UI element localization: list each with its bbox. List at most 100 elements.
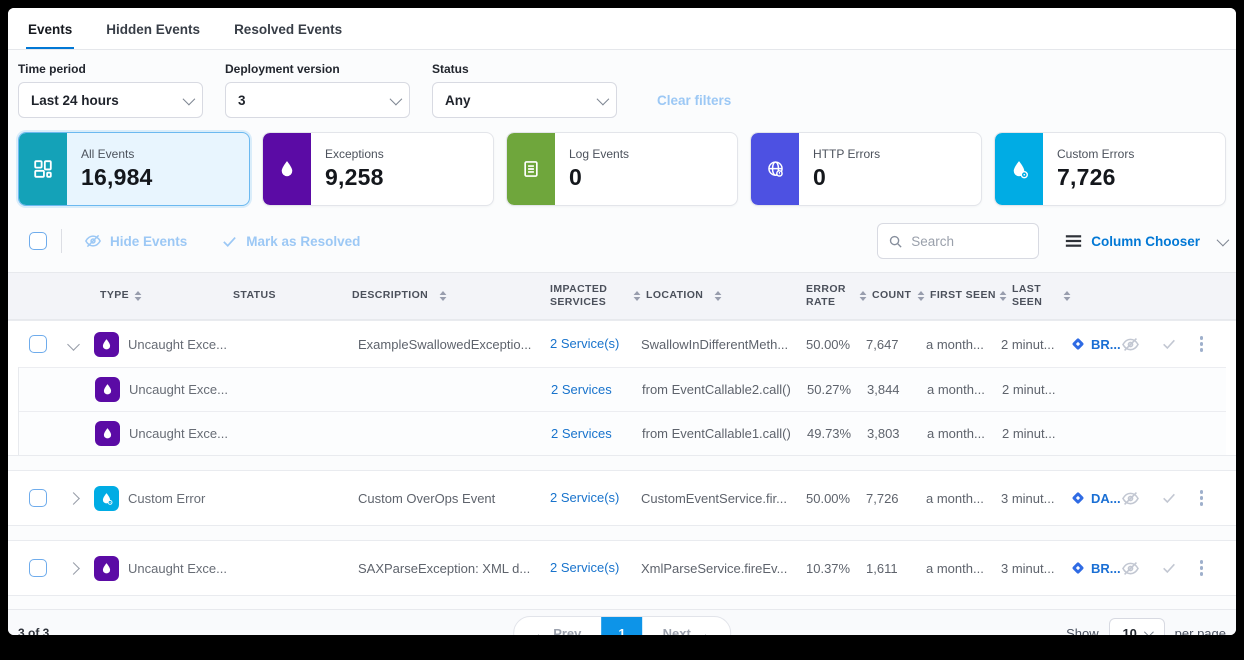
- hide-events-label: Hide Events: [110, 233, 188, 249]
- chevron-down-icon: [389, 92, 403, 105]
- search-input[interactable]: [911, 233, 1022, 249]
- col-first-seen[interactable]: FIRST SEEN: [917, 289, 999, 302]
- row-checkbox[interactable]: [29, 559, 47, 577]
- table-row[interactable]: Custom Error Custom OverOps Event 2 Serv…: [18, 475, 1226, 521]
- row-menu-icon[interactable]: [1198, 488, 1206, 508]
- chevron-down-icon: [182, 92, 196, 105]
- time-period-select[interactable]: Last 24 hours: [18, 82, 203, 118]
- status-label: Status: [432, 62, 469, 76]
- table-subrow[interactable]: Uncaught Exce... 2 Services from EventCa…: [19, 411, 1226, 455]
- event-count: 7,726: [866, 490, 899, 506]
- card-log-events[interactable]: Log Events 0: [506, 132, 738, 206]
- sort-icon[interactable]: [134, 291, 142, 301]
- page-size-select[interactable]: 10: [1108, 618, 1165, 635]
- row-checkbox[interactable]: [29, 335, 47, 353]
- expand-row-button[interactable]: [58, 561, 88, 575]
- impacted-services-link[interactable]: 2 Service(s): [550, 560, 620, 575]
- hide-event-icon[interactable]: [1121, 335, 1140, 354]
- card-value: 0: [569, 164, 582, 190]
- row-range-label: 3 of 3: [18, 626, 50, 635]
- card-exceptions[interactable]: Exceptions 9,258: [262, 132, 494, 206]
- card-all-events[interactable]: All Events 16,984: [18, 132, 250, 206]
- column-chooser-button[interactable]: Column Chooser: [1065, 233, 1230, 249]
- tab-resolved-events[interactable]: Resolved Events: [234, 22, 343, 37]
- resolve-event-icon[interactable]: [1161, 336, 1177, 352]
- clear-filters-button[interactable]: Clear filters: [657, 93, 732, 108]
- event-group: Uncaught Exce... SAXParseException: XML …: [8, 540, 1236, 596]
- jira-ticket-link[interactable]: BR...: [1071, 337, 1121, 352]
- tab-events[interactable]: Events: [26, 10, 75, 49]
- error-rate: 49.73%: [807, 426, 852, 441]
- sort-icon[interactable]: [439, 291, 447, 301]
- col-status: STATUS: [233, 289, 276, 302]
- event-location: CustomEventService.fir...: [641, 490, 787, 506]
- col-location[interactable]: LOCATION: [633, 289, 801, 302]
- first-seen: a month...: [927, 382, 985, 397]
- event-type: Uncaught Exce...: [129, 426, 228, 441]
- row-menu-icon[interactable]: [1198, 558, 1206, 578]
- col-type[interactable]: TYPE: [88, 289, 233, 302]
- pagination: ← Prev 1 Next →: [513, 616, 731, 635]
- sort-icon[interactable]: [999, 291, 1007, 301]
- deployment-version-select[interactable]: 3: [225, 82, 410, 118]
- chevron-right-icon: [66, 561, 80, 575]
- tab-bar: Events Hidden Events Resolved Events: [8, 8, 1236, 50]
- tab-hidden-events[interactable]: Hidden Events: [106, 22, 201, 37]
- table-toolbar: Hide Events Mark as Resolved: [18, 222, 1230, 260]
- impacted-services-link[interactable]: 2 Services: [551, 425, 612, 441]
- impacted-services-link[interactable]: 2 Service(s): [550, 336, 620, 351]
- prev-page-button[interactable]: ← Prev: [514, 617, 601, 636]
- event-type: Uncaught Exce...: [128, 336, 227, 352]
- hide-event-icon[interactable]: [1121, 489, 1140, 508]
- select-all-checkbox[interactable]: [29, 232, 47, 250]
- time-period-value: Last 24 hours: [31, 92, 119, 108]
- first-seen: a month...: [926, 336, 984, 352]
- hide-events-button[interactable]: Hide Events: [84, 232, 187, 250]
- card-value: 0: [813, 164, 826, 190]
- filters-row: Time period Last 24 hours Deployment ver…: [18, 62, 1226, 118]
- card-label: All Events: [81, 147, 135, 161]
- card-custom-errors[interactable]: Custom Errors 7,726: [994, 132, 1226, 206]
- expand-row-button[interactable]: [58, 491, 88, 505]
- diamond-icon: [1072, 562, 1084, 574]
- sort-icon[interactable]: [917, 291, 925, 301]
- sort-icon[interactable]: [1063, 291, 1071, 301]
- last-seen: 2 minut...: [1002, 382, 1056, 397]
- resolve-event-icon[interactable]: [1161, 560, 1177, 576]
- col-count[interactable]: COUNT: [859, 289, 917, 302]
- event-location: from EventCallable1.call(): [642, 426, 791, 441]
- collapse-row-button[interactable]: [58, 337, 88, 351]
- status-select[interactable]: Any: [432, 82, 617, 118]
- globe-icon: [751, 133, 799, 205]
- next-page-button[interactable]: Next →: [643, 617, 730, 636]
- impacted-services-link[interactable]: 2 Services: [551, 381, 612, 397]
- event-count: 3,803: [867, 426, 900, 441]
- row-checkbox[interactable]: [29, 489, 47, 507]
- hide-event-icon[interactable]: [1121, 559, 1140, 578]
- sort-icon[interactable]: [714, 291, 722, 301]
- card-label: Exceptions: [325, 147, 384, 161]
- sort-icon[interactable]: [859, 291, 867, 301]
- table-row[interactable]: Uncaught Exce... SAXParseException: XML …: [18, 545, 1226, 591]
- row-menu-icon[interactable]: [1198, 334, 1206, 354]
- status-value: Any: [445, 92, 471, 108]
- card-http-errors[interactable]: HTTP Errors 0: [750, 132, 982, 206]
- first-seen: a month...: [926, 560, 984, 576]
- jira-ticket-link[interactable]: BR...: [1071, 561, 1121, 576]
- sort-icon[interactable]: [633, 291, 641, 301]
- mark-resolved-button[interactable]: Mark as Resolved: [221, 233, 360, 250]
- card-value: 7,726: [1057, 164, 1116, 190]
- table-subrow[interactable]: Uncaught Exce... 2 Services from EventCa…: [19, 367, 1226, 411]
- jira-ticket-link[interactable]: DA...: [1071, 491, 1121, 506]
- eye-slash-icon: [85, 234, 101, 248]
- impacted-services-link[interactable]: 2 Service(s): [550, 490, 620, 505]
- table-row[interactable]: Uncaught Exce... ExampleSwallowedExcepti…: [18, 321, 1226, 367]
- col-last-seen[interactable]: LAST SEEN: [999, 283, 1071, 309]
- chevron-down-icon: [1143, 626, 1154, 635]
- col-description[interactable]: DESCRIPTION: [348, 289, 538, 302]
- resolve-event-icon[interactable]: [1161, 490, 1177, 506]
- deployment-version-label: Deployment version: [225, 62, 340, 76]
- card-value: 16,984: [81, 164, 153, 190]
- diamond-icon: [1072, 492, 1084, 504]
- current-page-button[interactable]: 1: [601, 617, 643, 635]
